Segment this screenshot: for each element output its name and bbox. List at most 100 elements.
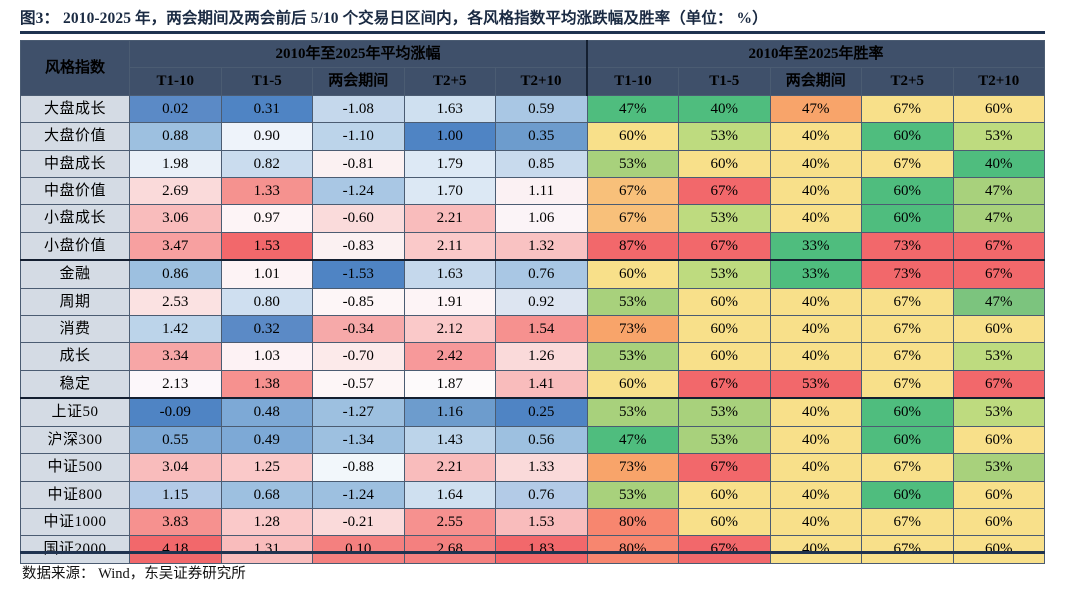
return-cell: -0.60	[312, 204, 405, 233]
winrate-cell: 60%	[861, 480, 954, 509]
return-cell: 1.54	[495, 315, 588, 344]
return-cell: 0.32	[220, 315, 313, 344]
return-cell: 0.02	[129, 94, 222, 124]
winrate-cell: 67%	[952, 369, 1045, 400]
row-label: 中证1000	[20, 507, 130, 537]
winrate-cell: 53%	[952, 122, 1045, 151]
winrate-cell: 53%	[769, 369, 862, 400]
return-cell: 0.56	[495, 425, 588, 455]
winrate-cell: 60%	[678, 342, 771, 371]
row-label: 周期	[20, 287, 130, 317]
column-header-3: T2+5	[403, 67, 496, 96]
return-cell: 2.12	[403, 315, 496, 344]
table-row: 消费 1.42 0.32 -0.34 2.12 1.54 73% 60% 40% 67% 60%	[20, 315, 1045, 344]
winrate-cell: 67%	[861, 94, 954, 124]
table-row: 中证800 1.15 0.68 -1.24 1.64 0.76 53% 60% 40% 60% 60…	[20, 480, 1045, 509]
return-cell: 3.83	[129, 507, 222, 537]
return-cell: 0.86	[129, 259, 222, 289]
winrate-cell: 33%	[769, 259, 862, 289]
winrate-cell: 87%	[586, 231, 679, 262]
return-cell: 0.55	[129, 425, 222, 455]
row-label: 上证50	[20, 397, 130, 427]
row-label: 稳定	[20, 369, 130, 400]
winrate-cell: 67%	[586, 204, 679, 233]
return-cell: 1.03	[220, 342, 313, 371]
footer-divider	[20, 551, 1045, 554]
winrate-cell: 40%	[678, 94, 771, 124]
column-header-1: T1-5	[220, 67, 313, 96]
return-cell: 1.83	[495, 535, 588, 564]
winrate-cell: 67%	[861, 453, 954, 482]
return-cell: 1.43	[403, 425, 496, 455]
winrate-cell: 53%	[586, 397, 679, 427]
winrate-cell: 40%	[769, 287, 862, 317]
table-body: 大盘成长 0.02 0.31 -1.08 1.63 0.59 47% 40% 47% 67% 60%…	[20, 94, 1045, 564]
return-cell: 1.63	[403, 94, 496, 124]
return-cell: 0.48	[220, 397, 313, 427]
return-cell: 1.53	[220, 231, 313, 262]
winrate-cell: 47%	[952, 204, 1045, 233]
winrate-cell: 60%	[586, 259, 679, 289]
return-cell: 2.42	[403, 342, 496, 371]
return-cell: -0.21	[312, 507, 405, 537]
return-cell: 0.80	[220, 287, 313, 317]
winrate-cell: 67%	[861, 315, 954, 344]
return-cell: 1.31	[220, 535, 313, 564]
winrate-cell: 60%	[861, 204, 954, 233]
return-cell: 1.25	[220, 453, 313, 482]
title-divider	[20, 31, 1045, 34]
winrate-cell: 60%	[861, 397, 954, 427]
figure-title: 图3： 2010-2025 年，两会期间及两会前后 5/10 个交易日区间内，各…	[20, 10, 768, 27]
return-cell: 0.85	[495, 149, 588, 179]
return-cell: 1.64	[403, 480, 496, 509]
return-cell: -0.88	[312, 453, 405, 482]
return-cell: -1.24	[312, 480, 405, 509]
return-cell: -0.57	[312, 369, 405, 400]
table-row: 沪深300 0.55 0.49 -1.34 1.43 0.56 47% 53% 40% 60% 60…	[20, 425, 1045, 455]
winrate-cell: 47%	[586, 94, 679, 124]
return-cell: 0.82	[220, 149, 313, 179]
return-cell: -0.85	[312, 287, 405, 317]
winrate-cell: 67%	[861, 507, 954, 537]
table-row: 大盘价值 0.88 0.90 -1.10 1.00 0.35 60% 53% 40% 60% 53%	[20, 122, 1045, 151]
winrate-cell: 47%	[952, 287, 1045, 317]
winrate-cell: 67%	[861, 369, 954, 400]
winrate-cell: 53%	[586, 149, 679, 179]
return-cell: 0.49	[220, 425, 313, 455]
return-cell: 1.42	[129, 315, 222, 344]
return-cell: -0.09	[129, 397, 222, 427]
winrate-cell: 47%	[952, 177, 1045, 206]
winrate-cell: 40%	[769, 177, 862, 206]
return-cell: 2.13	[129, 369, 222, 400]
table-row: 中证500 3.04 1.25 -0.88 2.21 1.33 73% 67% 40% 67% 53…	[20, 453, 1045, 482]
table-row: 成长 3.34 1.03 -0.70 2.42 1.26 53% 60% 40% 67% 53%	[20, 342, 1045, 371]
winrate-cell: 53%	[586, 287, 679, 317]
return-cell: 0.35	[495, 122, 588, 151]
winrate-cell: 80%	[586, 535, 679, 564]
return-cell: 1.41	[495, 369, 588, 400]
row-label: 中盘价值	[20, 177, 130, 206]
table-header: 风格指数 2010年至2025年平均涨幅 2010年至2025年胜率 T1-10…	[20, 39, 1045, 96]
winrate-cell: 53%	[586, 480, 679, 509]
winrate-cell: 60%	[861, 425, 954, 455]
winrate-cell: 40%	[769, 204, 862, 233]
winrate-cell: 67%	[861, 535, 954, 564]
table-row: 大盘成长 0.02 0.31 -1.08 1.63 0.59 47% 40% 47% 67% 60%	[20, 94, 1045, 124]
return-cell: 1.91	[403, 287, 496, 317]
return-cell: 2.53	[129, 287, 222, 317]
winrate-cell: 67%	[861, 149, 954, 179]
winrate-cell: 53%	[952, 453, 1045, 482]
winrate-cell: 80%	[586, 507, 679, 537]
return-cell: 3.04	[129, 453, 222, 482]
group-header-return: 2010年至2025年平均涨幅	[129, 39, 588, 69]
winrate-cell: 53%	[678, 122, 771, 151]
winrate-cell: 60%	[952, 535, 1045, 564]
return-cell: 0.92	[495, 287, 588, 317]
return-cell: -1.34	[312, 425, 405, 455]
winrate-cell: 67%	[952, 231, 1045, 262]
winrate-cell: 40%	[769, 453, 862, 482]
winrate-cell: 67%	[586, 177, 679, 206]
group-header-winrate: 2010年至2025年胜率	[586, 39, 1045, 69]
return-cell: 1.16	[403, 397, 496, 427]
